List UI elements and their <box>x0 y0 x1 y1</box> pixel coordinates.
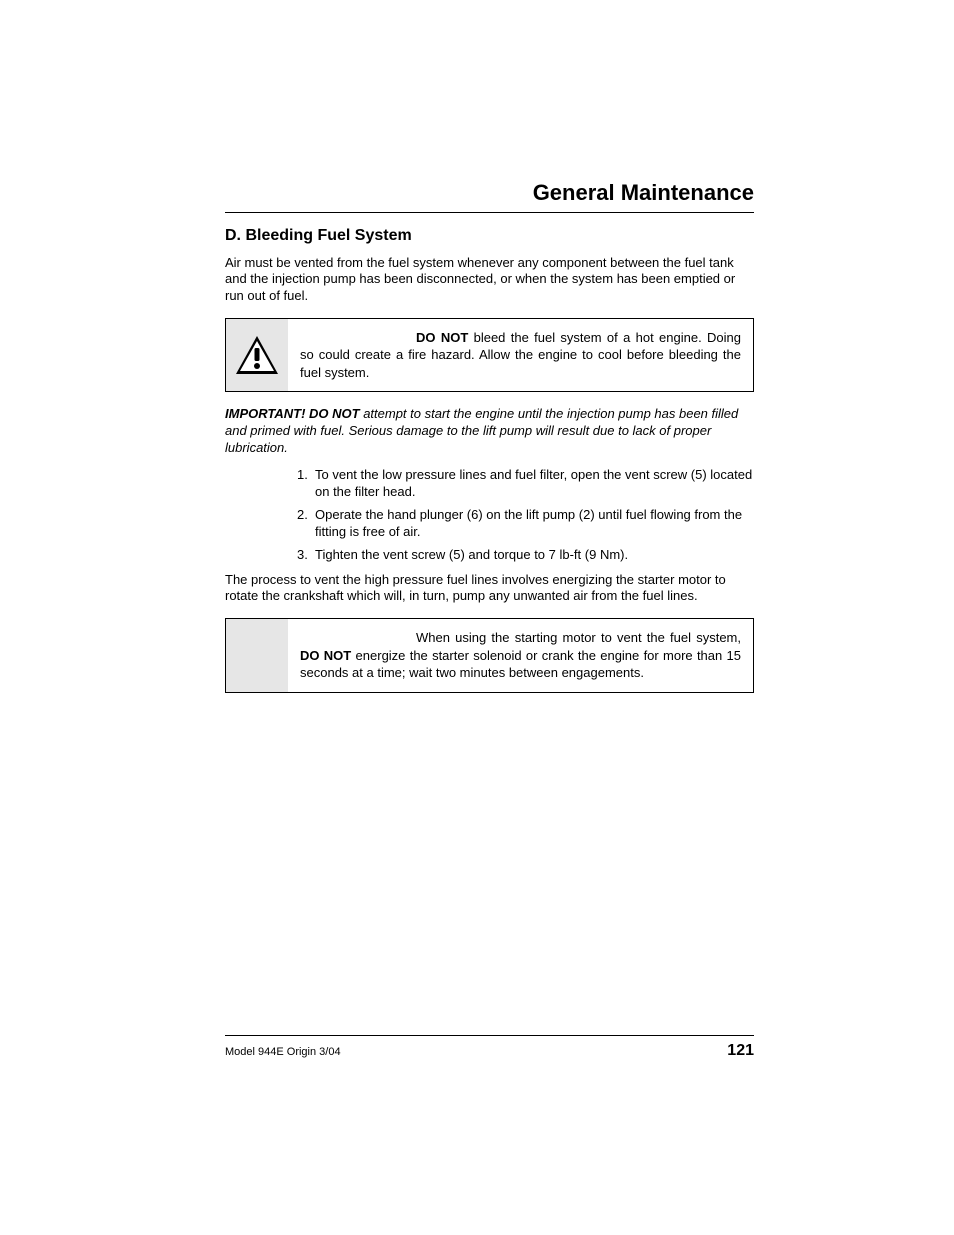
footer-model-origin: Model 944E Origin 3/04 <box>225 1046 341 1058</box>
warning-rest: bleed the fuel system of a hot engine. D… <box>300 330 741 380</box>
warning-triangle-icon <box>234 334 280 376</box>
warning-text: DO NOT bleed the fuel system of a hot en… <box>288 319 753 392</box>
page-footer: Model 944E Origin 3/04 121 <box>225 1035 754 1060</box>
post-steps-paragraph: The process to vent the high pressure fu… <box>225 572 754 605</box>
caution-pre: When using the starting motor to vent th… <box>416 630 741 645</box>
caution-post: energize the starter solenoid or crank t… <box>300 648 741 681</box>
warning-icon-cell <box>226 319 288 392</box>
intro-paragraph: Air must be vented from the fuel system … <box>225 255 754 304</box>
steps-list: To vent the low pressure lines and fuel … <box>225 467 754 563</box>
chapter-title: General Maintenance <box>225 180 754 213</box>
caution-callout: When using the starting motor to vent th… <box>225 618 754 693</box>
caution-bold: DO NOT <box>300 648 351 663</box>
important-note: IMPORTANT! DO NOT attempt to start the e… <box>225 406 754 457</box>
warning-callout: DO NOT bleed the fuel system of a hot en… <box>225 318 754 393</box>
page-number: 121 <box>727 1042 754 1060</box>
warning-lead-bold: DO NOT <box>416 330 468 345</box>
step-item: Tighten the vent screw (5) and torque to… <box>297 547 754 564</box>
step-item: To vent the low pressure lines and fuel … <box>297 467 754 501</box>
caution-text: When using the starting motor to vent th… <box>288 619 753 692</box>
important-lead: IMPORTANT! DO NOT <box>225 406 360 421</box>
section-title: D. Bleeding Fuel System <box>225 227 754 245</box>
caution-icon-cell <box>226 619 288 692</box>
step-item: Operate the hand plunger (6) on the lift… <box>297 507 754 541</box>
page: General Maintenance D. Bleeding Fuel Sys… <box>0 0 954 1235</box>
